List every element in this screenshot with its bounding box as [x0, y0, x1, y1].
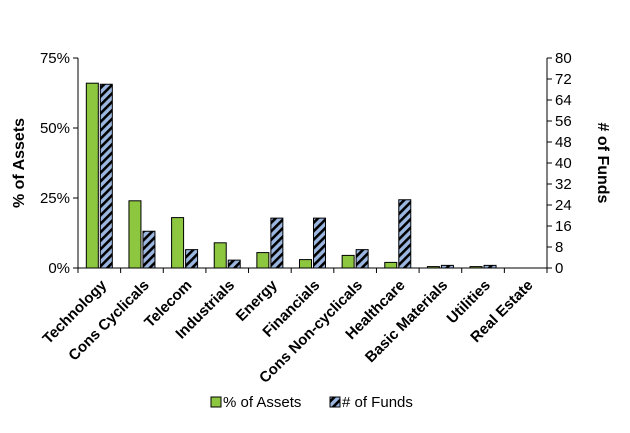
bar-num-funds — [185, 249, 199, 269]
y-tick-right-label: 8 — [555, 239, 563, 256]
y-tick-right-label: 16 — [555, 218, 572, 235]
y-tick-left-label: 25% — [40, 190, 70, 207]
legend: % of Assets # of Funds — [210, 394, 413, 411]
bar-num-funds — [398, 199, 412, 269]
legend-label-pct-assets: % of Assets — [223, 394, 301, 411]
bar-num-funds — [142, 230, 156, 269]
y-tick-right-label: 0 — [555, 260, 563, 277]
bar-pct-assets — [299, 259, 312, 269]
y-tick-right-label: 80 — [555, 50, 572, 67]
legend-label-num-funds: # of Funds — [342, 394, 413, 411]
y-tick-right-label: 32 — [555, 176, 572, 193]
y-tick-left-label: 50% — [40, 120, 70, 137]
y-tick-left-label: 0% — [48, 260, 70, 277]
bar-pct-assets — [469, 266, 483, 269]
bar-pct-assets — [426, 266, 440, 269]
y-axis-left-title: % of Assets — [11, 118, 28, 208]
legend-swatch-num-funds — [329, 396, 341, 408]
bar-num-funds — [227, 259, 241, 269]
y-tick-right-label: 64 — [555, 92, 572, 109]
bar-num-funds — [440, 264, 454, 269]
bar-pct-assets — [128, 200, 142, 269]
bars — [85, 82, 497, 269]
bar-pct-assets — [256, 252, 270, 269]
bar-num-funds — [355, 249, 369, 269]
bar-num-funds — [313, 217, 326, 269]
bar-num-funds — [99, 83, 113, 269]
y-tick-right-label: 40 — [555, 155, 572, 172]
y-tick-right-label: 56 — [555, 113, 572, 130]
bar-num-funds — [483, 264, 497, 269]
y-tick-right-label: 72 — [555, 71, 572, 88]
y-tick-right-label: 24 — [555, 197, 572, 214]
bar-pct-assets — [171, 217, 185, 269]
legend-swatch-pct-assets — [210, 396, 222, 408]
bar-pct-assets — [384, 261, 398, 269]
bar-pct-assets — [85, 82, 99, 269]
y-tick-right-label: 48 — [555, 134, 572, 151]
bar-num-funds — [270, 217, 284, 269]
y-tick-left-label: 75% — [40, 50, 70, 67]
bar-pct-assets — [213, 242, 227, 269]
bar-pct-assets — [341, 254, 355, 269]
y-axis-right-title: # of Funds — [594, 123, 611, 204]
